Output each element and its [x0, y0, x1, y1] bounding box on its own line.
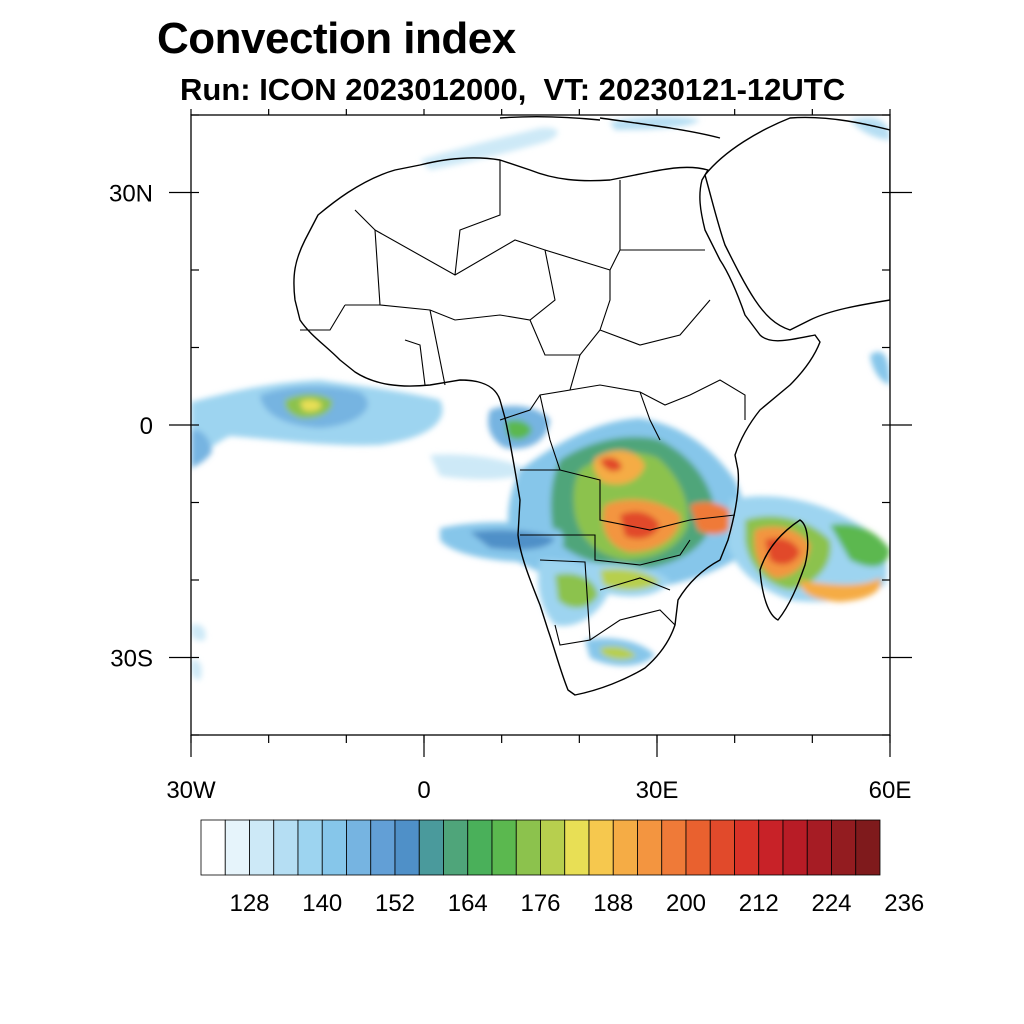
colorbar-swatch	[564, 819, 590, 876]
colorbar-swatch	[321, 819, 347, 876]
colorbar-swatch	[540, 819, 566, 876]
colorbar-swatch	[709, 819, 735, 876]
x-tick-label: 30W	[166, 777, 216, 804]
colorbar-swatch	[394, 819, 420, 876]
colorbar-swatch	[370, 819, 396, 876]
colorbar-label: 164	[448, 890, 488, 917]
colorbar-swatch	[661, 819, 687, 876]
colorbar-swatch	[588, 819, 614, 876]
colorbar-label: 236	[884, 890, 924, 917]
axis-ticks	[169, 109, 912, 757]
coastlines	[293, 116, 890, 696]
x-tick-label: 60E	[869, 777, 912, 804]
country-borders	[300, 160, 746, 646]
chart-subtitle: Run: ICON 2023012000, VT: 20230121-12UTC	[180, 72, 846, 107]
colorbar-swatch	[782, 819, 808, 876]
colorbar-swatch	[758, 819, 784, 876]
y-tick-label: 30S	[110, 646, 153, 673]
colorbar-label: 212	[739, 890, 779, 917]
colorbar-swatch	[443, 819, 469, 876]
colorbar-label: 176	[520, 890, 560, 917]
colorbar-swatch	[418, 819, 444, 876]
colorbar-label: 140	[302, 890, 342, 917]
x-tick-label: 0	[417, 777, 430, 804]
colorbar-label: 200	[666, 890, 706, 917]
colorbar-swatch	[249, 819, 275, 876]
colorbar-swatch	[273, 819, 299, 876]
colorbar-swatch	[637, 819, 663, 876]
x-tick-label: 30E	[636, 777, 679, 804]
y-tick-label: 30N	[109, 181, 153, 208]
colorbar-label: 188	[593, 890, 633, 917]
y-tick-label: 0	[140, 413, 153, 440]
colorbar-label: 152	[375, 890, 415, 917]
colorbar-swatch	[734, 819, 760, 876]
colorbar-labels: 128 140 152 164 176 188 200 212 224 236	[229, 890, 924, 917]
axis-tick-labels: 30W 0 30E 60E 30N 0 30S	[109, 181, 911, 805]
colorbar-swatch	[491, 819, 517, 876]
colorbar-swatch	[346, 819, 372, 876]
colorbar-swatch	[806, 819, 832, 876]
colorbar-label: 128	[229, 890, 269, 917]
colorbar-label: 224	[811, 890, 851, 917]
colorbar-swatch	[467, 819, 493, 876]
colorbar-swatch	[831, 819, 857, 876]
colorbar-swatch	[612, 819, 638, 876]
colorbar-swatch	[515, 819, 541, 876]
colorbar-swatch	[200, 819, 226, 876]
colorbar-swatch	[224, 819, 250, 876]
colorbar	[200, 819, 881, 876]
colorbar-swatch	[685, 819, 711, 876]
colorbar-swatch	[297, 819, 323, 876]
chart-title: Convection index	[157, 14, 516, 63]
colorbar-swatch	[855, 819, 881, 876]
map-area	[191, 116, 890, 696]
